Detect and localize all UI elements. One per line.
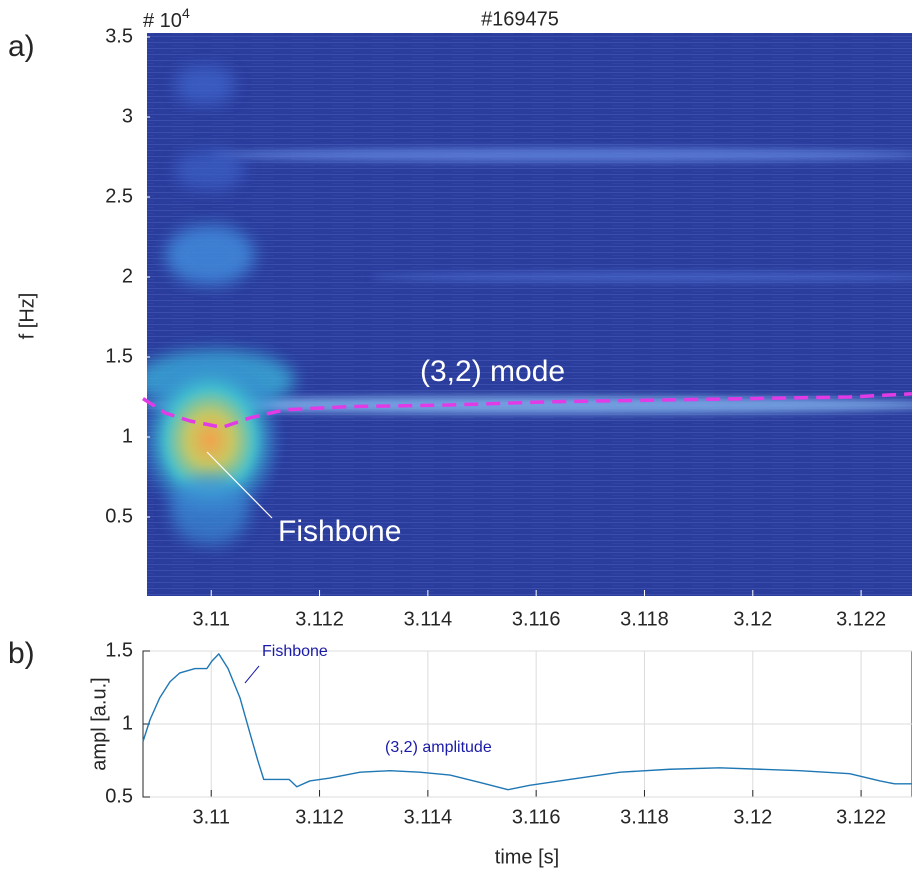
x-tick-label: 3.12 [733, 806, 772, 828]
y-tick-label: 1 [122, 712, 133, 734]
y-tick-label: 1 [122, 425, 133, 447]
x-tick-label: 3.12 [733, 608, 772, 630]
x-tick-label: 3.116 [512, 806, 561, 828]
y-axis-label: f [Hz] [16, 293, 38, 340]
x-tick-label: 3.122 [836, 608, 886, 630]
exponent-power: 4 [182, 5, 190, 21]
y-tick-label: 0.5 [105, 505, 133, 527]
exponent-base: # 10 [143, 10, 182, 32]
data-line [142, 392, 912, 430]
y-tick-label: 3.5 [105, 25, 133, 47]
y-tick-label: 2 [122, 265, 133, 287]
y-tick-label: 0.5 [105, 785, 133, 807]
spectrogram-image [143, 33, 912, 596]
x-tick-label: 3.118 [620, 806, 669, 828]
x-tick-label: 3.112 [295, 608, 344, 630]
chart-title: #169475 [481, 8, 559, 30]
y-axis-label: ampl [a.u.] [88, 677, 110, 770]
x-tick-label: 3.116 [512, 608, 561, 630]
y-tick-label: 2.5 [105, 185, 133, 207]
annotation-pointer [206, 451, 273, 519]
x-tick-label: 3.114 [404, 806, 453, 828]
panel-label: a) [8, 30, 35, 63]
y-tick-label: 1.5 [105, 345, 133, 367]
x-tick-label: 3.11 [193, 608, 230, 630]
annotation: (3,2) mode [420, 355, 565, 388]
y-tick-label: 3 [122, 105, 133, 127]
x-tick-label: 3.112 [295, 806, 344, 828]
panel-label: b) [8, 637, 35, 670]
annotation-pointer [244, 665, 260, 684]
x-tick-label: 3.118 [620, 608, 669, 630]
x-axis-label: time [s] [495, 846, 559, 868]
axis-exponent: # 104 [143, 5, 190, 33]
data-line [142, 653, 912, 791]
x-tick-label: 3.11 [193, 806, 230, 828]
y-tick-label: 1.5 [105, 639, 133, 661]
x-tick-label: 3.122 [836, 806, 886, 828]
x-tick-label: 3.114 [404, 608, 453, 630]
annotation: Fishbone [278, 515, 401, 548]
annotation: (3,2) amplitude [385, 739, 492, 756]
annotation: Fishbone [262, 643, 328, 660]
